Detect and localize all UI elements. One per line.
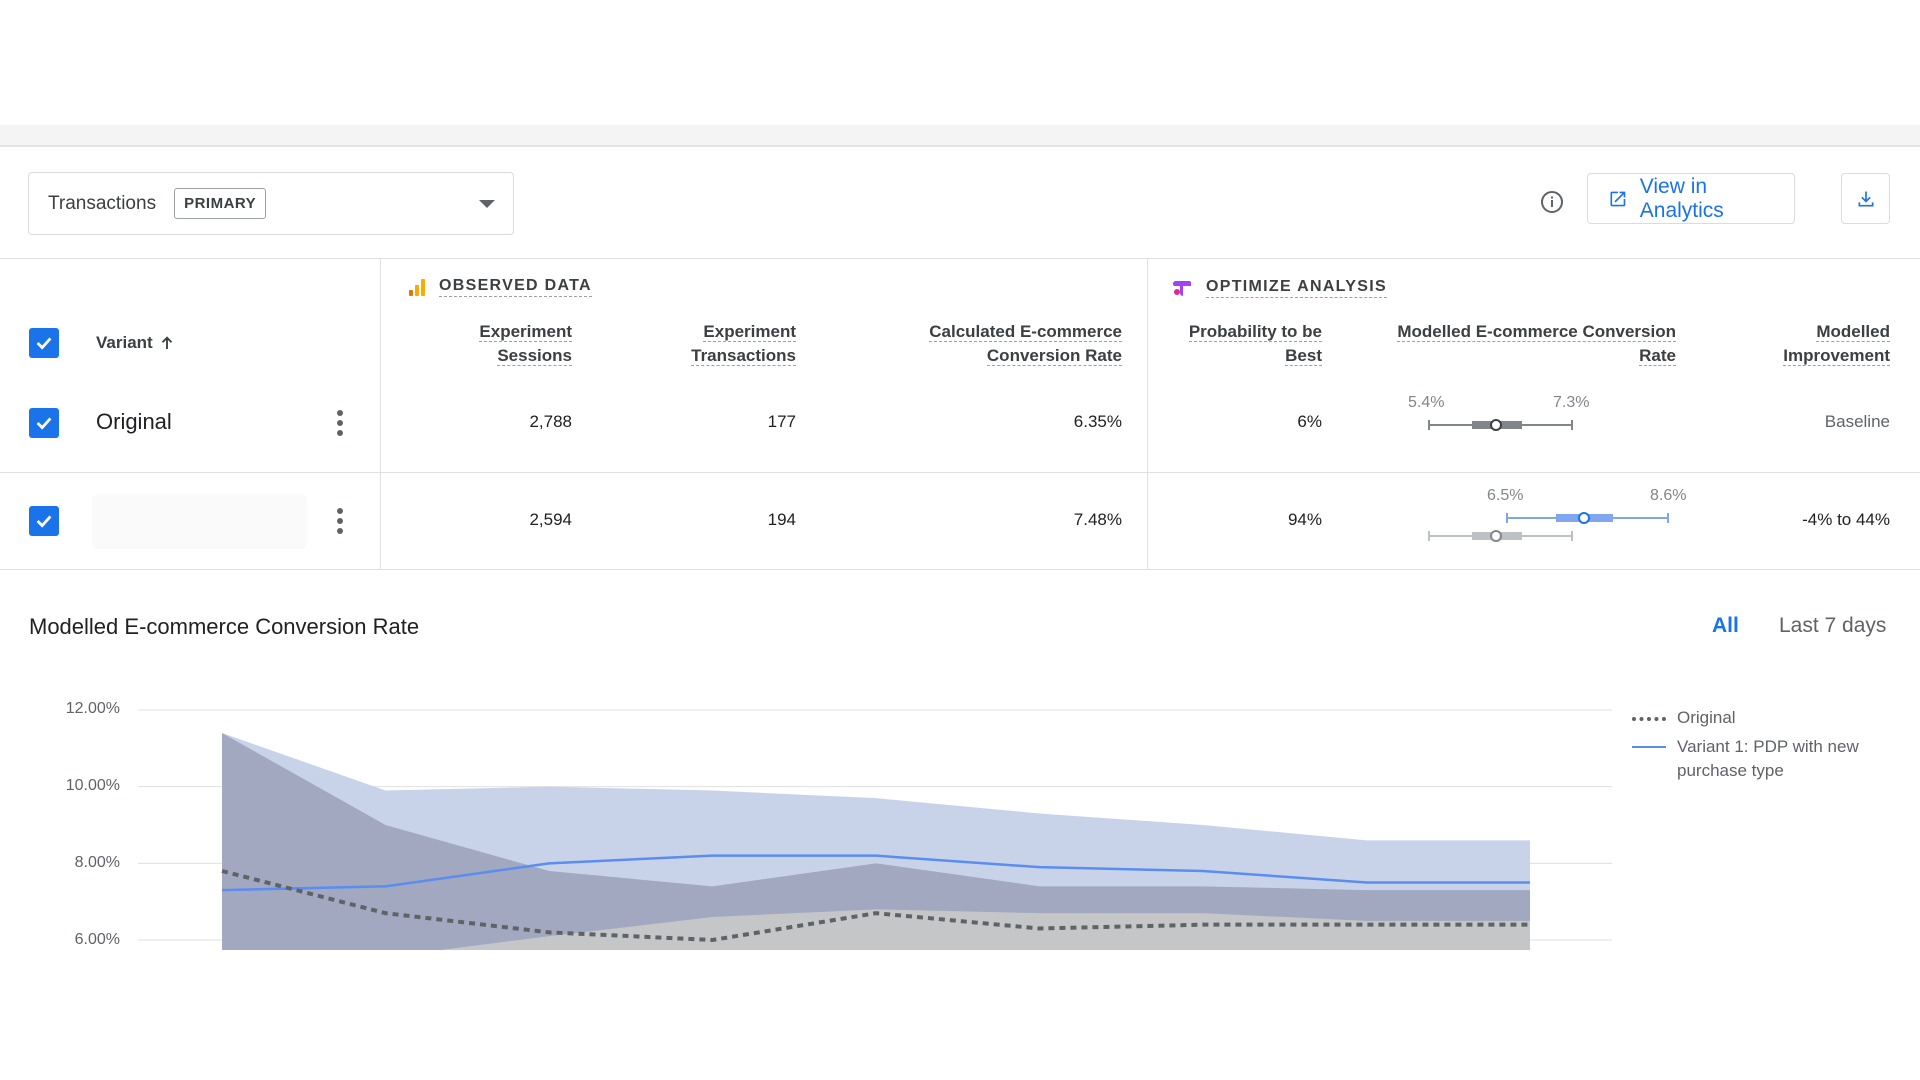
legend-swatch-solid: [1632, 746, 1666, 783]
check-icon: [36, 417, 52, 430]
table-top-border: [0, 258, 1920, 259]
check-icon: [36, 515, 52, 528]
legend-original: Original: [1632, 706, 1877, 730]
optimize-analysis-header: OPTIMIZE ANALYSIS: [1172, 277, 1387, 299]
col-modelled-conversion-rate[interactable]: Modelled E-commerce Conversion Rate: [1397, 322, 1676, 366]
ci-high-label: 7.3%: [1553, 394, 1590, 411]
analytics-bars-icon: [409, 279, 425, 296]
variant-name: Original: [96, 409, 172, 434]
header-band: [0, 125, 1920, 147]
column-divider: [380, 259, 381, 570]
chart-title: Modelled E-commerce Conversion Rate: [29, 614, 420, 639]
improvement-value: Baseline: [1824, 412, 1890, 431]
conversion-rate-chart: [138, 709, 1612, 950]
row-checkbox[interactable]: [29, 506, 59, 536]
original-confidence-band: [222, 733, 1530, 950]
more-options-icon[interactable]: [333, 506, 347, 536]
row-divider: [0, 472, 1920, 473]
transactions-value: 194: [767, 510, 796, 529]
metric-name: Transactions: [48, 192, 157, 214]
sort-arrow-up-icon: [161, 336, 172, 349]
check-icon: [36, 337, 52, 350]
variant-column-header[interactable]: Variant: [96, 333, 176, 353]
column-divider: [1147, 259, 1148, 570]
primary-badge: PRIMARY: [174, 188, 267, 219]
improvement-value: -4% to 44%: [1802, 510, 1890, 529]
download-button[interactable]: [1841, 173, 1890, 224]
col-modelled-improvement[interactable]: Modelled Improvement: [1783, 322, 1890, 366]
view-in-analytics-label: View in Analytics: [1639, 174, 1724, 222]
open-external-icon: [1610, 191, 1626, 206]
row-checkbox[interactable]: [29, 408, 59, 438]
col-probability-to-be-best[interactable]: Probability to be Best: [1188, 322, 1322, 366]
col-experiment-sessions[interactable]: Experiment Sessions: [479, 322, 572, 366]
confidence-interval-original: [1428, 419, 1573, 431]
optimize-logo-icon: [1172, 281, 1191, 296]
conversion-rate-value: 6.35%: [1073, 412, 1122, 431]
sessions-value: 2,788: [529, 412, 572, 431]
ci-low-label: 5.4%: [1408, 394, 1445, 411]
y-tick-label: 6.00%: [74, 931, 120, 948]
y-tick-label: 10.00%: [65, 777, 120, 794]
col-experiment-transactions[interactable]: Experiment Transactions: [691, 322, 796, 366]
probability-value: 94%: [1287, 510, 1322, 529]
info-icon[interactable]: [1540, 190, 1564, 214]
probability-value: 6%: [1297, 412, 1322, 431]
caret-down-icon: [479, 200, 495, 208]
row-divider: [0, 569, 1920, 570]
metric-dropdown[interactable]: Transactions PRIMARY: [28, 172, 514, 235]
y-tick-label: 12.00%: [65, 700, 120, 717]
view-in-analytics-button[interactable]: View in Analytics: [1587, 173, 1795, 224]
y-tick-label: 8.00%: [74, 854, 120, 871]
legend-variant: Variant 1: PDP with new purchase type: [1632, 735, 1877, 783]
ci-low-label: 6.5%: [1487, 487, 1524, 504]
observed-data-header: OBSERVED DATA: [407, 277, 592, 297]
conversion-rate-value: 7.48%: [1073, 510, 1122, 529]
range-all-tab[interactable]: All: [1712, 614, 1739, 637]
confidence-interval-variant: [1428, 512, 1669, 542]
legend-swatch-dotted: [1632, 717, 1666, 730]
download-icon: [1858, 191, 1873, 206]
ci-high-label: 8.6%: [1650, 487, 1687, 504]
variant-name-redacted: [92, 494, 307, 549]
sessions-value: 2,594: [529, 510, 572, 529]
range-last-7-days-tab[interactable]: Last 7 days: [1779, 614, 1887, 637]
col-calculated-conversion-rate[interactable]: Calculated E-commerce Conversion Rate: [929, 322, 1122, 366]
transactions-value: 177: [767, 412, 796, 431]
select-all-checkbox[interactable]: [29, 328, 59, 358]
more-options-icon[interactable]: [333, 408, 347, 438]
